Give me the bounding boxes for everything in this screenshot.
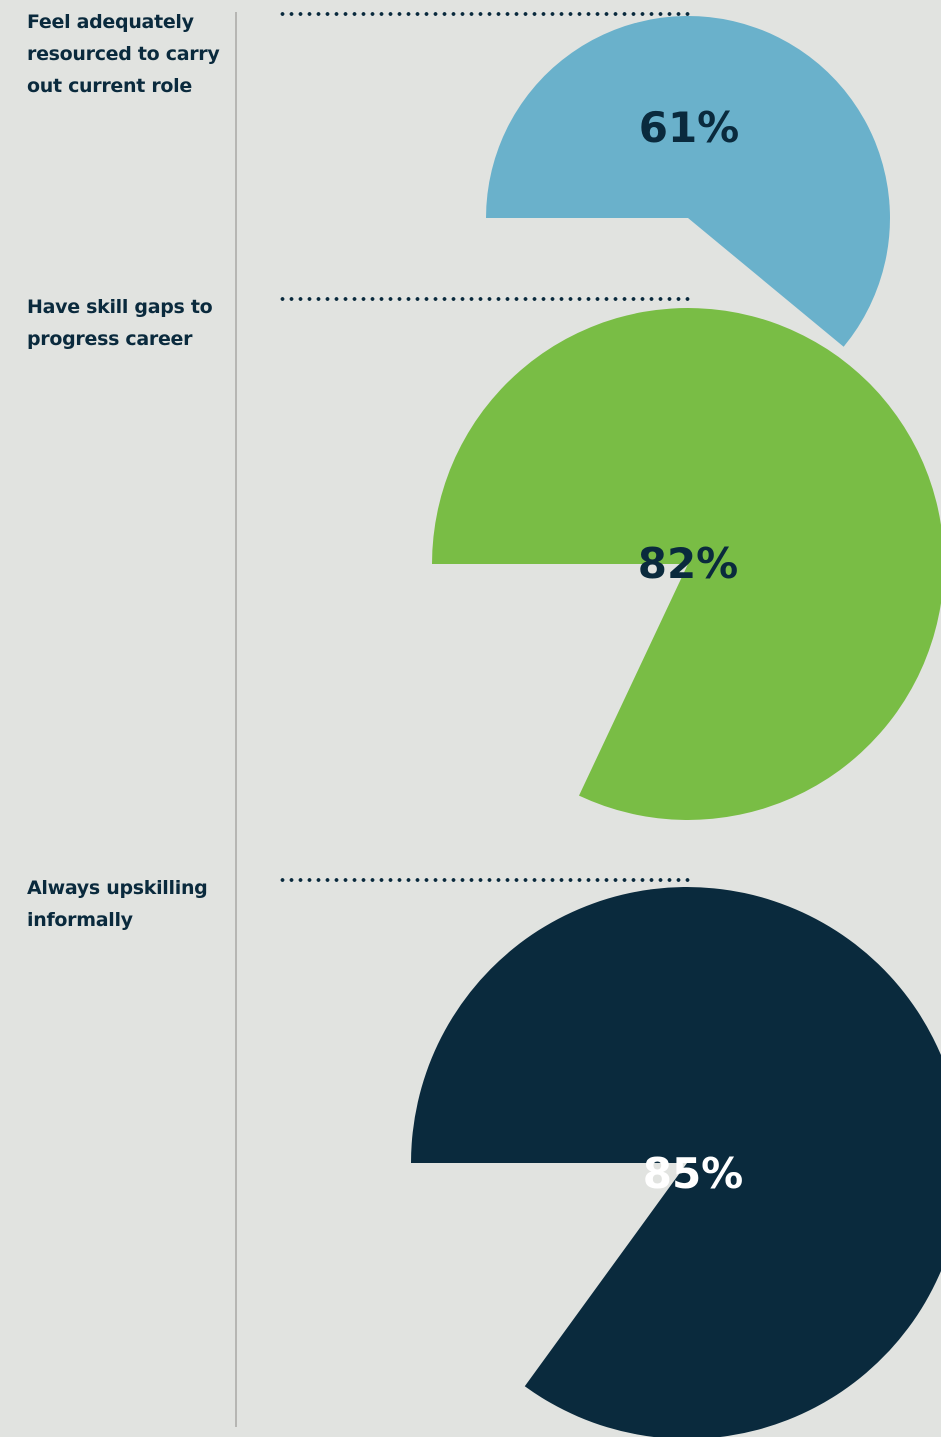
label-resourced: Feel adequately resourced to carry out c… — [27, 11, 220, 97]
value-label-upskilling: 85% — [643, 1149, 744, 1198]
value-label-skill-gaps: 82% — [638, 539, 739, 588]
pie-slice-upskilling — [411, 887, 941, 1437]
dotted-line-skill-gaps — [278, 297, 690, 301]
label-upskilling: Always upskilling informally — [27, 877, 208, 931]
vertical-divider — [235, 12, 237, 1427]
pie-slice-resourced — [486, 15, 891, 347]
label-skill-gaps: Have skill gaps to progress career — [27, 296, 213, 350]
dotted-line-upskilling — [278, 878, 690, 882]
pie-slice-skill-gaps — [432, 308, 941, 820]
value-label-resourced: 61% — [639, 103, 740, 152]
dotted-line-resourced — [278, 12, 690, 16]
